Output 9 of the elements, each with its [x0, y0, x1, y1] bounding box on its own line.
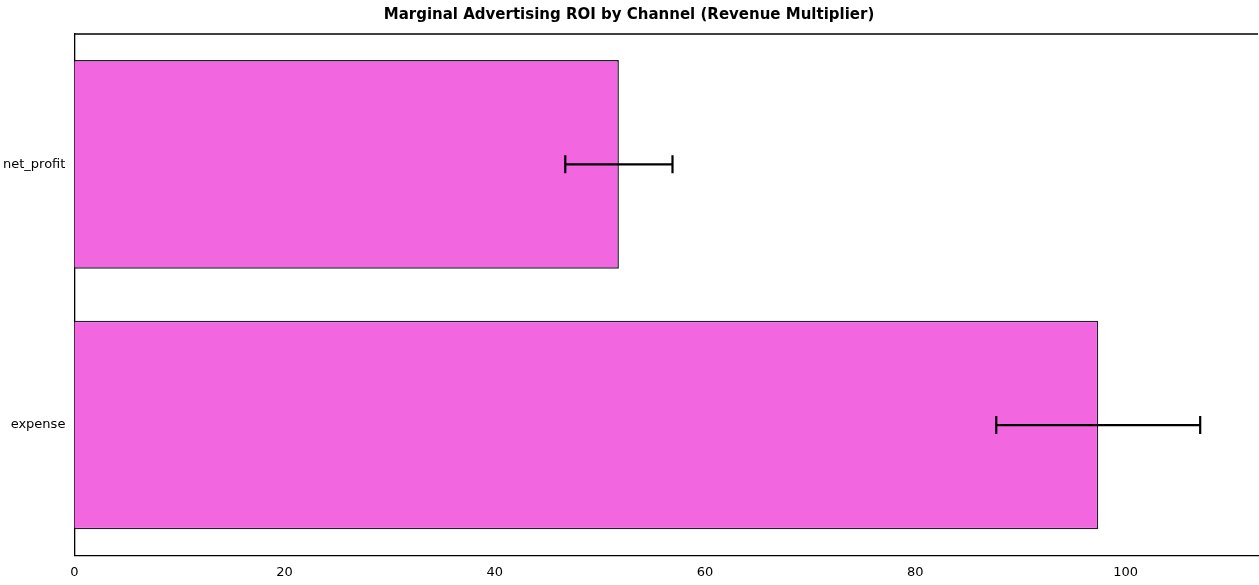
y-tick-label: net_profit [2, 155, 66, 171]
x-tick-label: 0 [70, 563, 79, 579]
x-tick-label: 100 [1113, 563, 1138, 579]
x-tick-label: 20 [276, 563, 293, 579]
y-tick-label: expense [10, 416, 66, 432]
x-tick-label: 40 [486, 563, 504, 579]
chart-title: Marginal Advertising ROI by Channel (Revenue Multiplier) [383, 4, 875, 23]
x-tick-label: 60 [696, 563, 714, 579]
x-tick-label: 80 [907, 563, 924, 579]
